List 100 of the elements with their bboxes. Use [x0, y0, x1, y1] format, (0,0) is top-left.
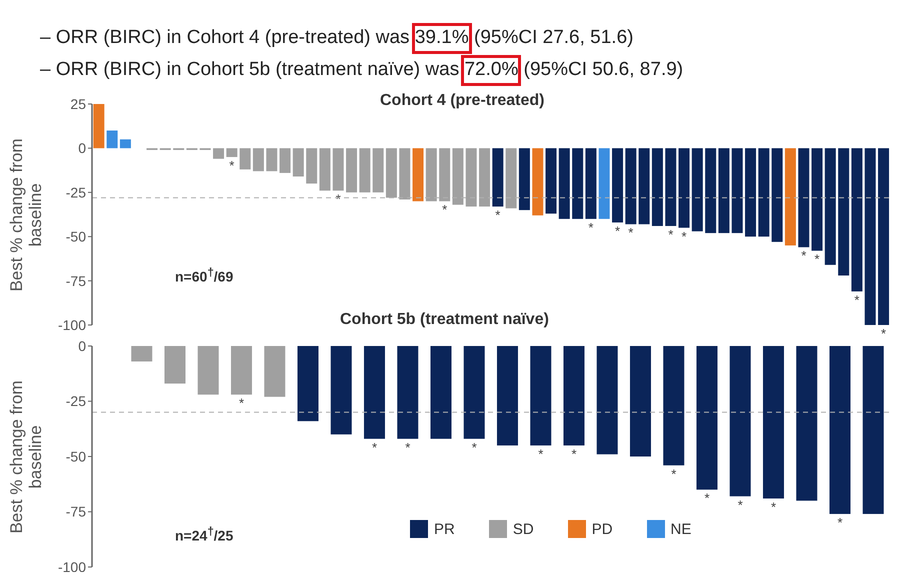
bar: [812, 148, 823, 251]
bar: [772, 148, 783, 242]
bar: [732, 148, 743, 234]
bar: [359, 148, 370, 192]
y-tick-label: -50: [66, 228, 86, 245]
legend-label: PD: [590, 520, 613, 538]
bar: [426, 148, 437, 202]
y-tick-label: -25: [66, 184, 86, 200]
text: *: [770, 499, 776, 514]
text: *: [538, 446, 544, 462]
y-tick-label: 25: [70, 96, 86, 112]
bar: [240, 148, 251, 170]
text: *: [571, 446, 577, 462]
bar: [745, 148, 756, 237]
bar: [252, 148, 264, 172]
legend-label: PR: [433, 520, 455, 538]
bar: [864, 148, 876, 325]
legend-label: SD: [512, 520, 534, 538]
bar: [638, 148, 650, 224]
bar: [226, 148, 238, 158]
y-axis-title: Best % change from baseline: [7, 378, 45, 536]
legend-label: NE: [670, 520, 692, 538]
annotation: n=24$^{†}$/25: [175, 525, 234, 544]
bar: [452, 148, 464, 205]
bar: [532, 148, 544, 216]
text: *: [405, 440, 410, 455]
data-label: *: [229, 158, 234, 174]
bar: [558, 148, 570, 219]
y-tick-label: -75: [66, 504, 86, 520]
bar: [439, 148, 450, 202]
bar: [585, 148, 596, 219]
bar: [319, 148, 330, 191]
bar: [824, 148, 836, 265]
data-label: *: [668, 226, 674, 242]
data-label: *: [854, 292, 860, 308]
text: – ORR (BIRC) in Cohort 5b (treatment naïve) was 72.0% (95%CI 50.6, 87.9): [40, 59, 684, 80]
text: – ORR (BIRC) in Cohort 4 (pre-treated) was 39.1% (95%CI 27.6, 51.6): [40, 27, 634, 48]
text: *: [472, 440, 477, 455]
y-tick-label: -100: [58, 558, 86, 575]
bar: [399, 148, 410, 200]
y-tick-label: -100: [58, 316, 86, 333]
text: *: [671, 466, 676, 482]
y-tick-label: 0: [78, 140, 86, 156]
bar: [518, 148, 530, 210]
bar: [718, 148, 730, 234]
data-label: *: [588, 220, 594, 235]
bar: [332, 148, 344, 191]
bar: [665, 148, 676, 226]
y-axis-title: Best % change from baseline: [7, 136, 45, 294]
annotation: n=60$^{†}$/69: [175, 266, 234, 285]
bar: [306, 148, 318, 184]
bar: [758, 148, 770, 237]
bar: [838, 148, 850, 276]
bar: [120, 139, 131, 148]
bar: [784, 148, 796, 246]
bar: [652, 148, 663, 226]
text: *: [704, 490, 710, 506]
bar: [466, 148, 477, 207]
y-tick-label: -25: [66, 393, 86, 410]
bar: [292, 148, 304, 176]
chart-title: Cohort 4 (pre-treated): [380, 92, 544, 110]
data-label: *: [881, 326, 886, 341]
bar: [266, 148, 278, 172]
y-tick-label: -50: [66, 448, 86, 464]
bar: [280, 148, 291, 173]
bar: [506, 148, 517, 208]
bar: [106, 130, 118, 148]
data-label: *: [628, 225, 634, 240]
bar: [93, 104, 104, 148]
data-label: *: [814, 252, 820, 267]
data-label: *: [615, 223, 620, 238]
data-label: *: [442, 202, 448, 218]
bar: [878, 148, 890, 325]
chart-title: Cohort 5b (treatment naïve): [340, 311, 549, 329]
bar: [705, 148, 716, 234]
bar: [692, 148, 703, 232]
bar: [546, 148, 557, 214]
text: *: [738, 497, 743, 512]
data-label: *: [801, 248, 806, 264]
bar: [346, 148, 358, 192]
bar: [851, 148, 862, 292]
data-label: *: [495, 208, 500, 223]
text: *: [837, 514, 843, 530]
bar: [798, 148, 810, 248]
bar: [678, 148, 690, 228]
bar: [386, 148, 397, 198]
bar: [625, 148, 636, 224]
text: *: [372, 440, 378, 455]
bar: [598, 148, 610, 219]
bar: [372, 148, 384, 192]
y-tick-label: -75: [66, 272, 86, 289]
bar: [213, 148, 224, 159]
data-label: *: [682, 228, 687, 244]
y-tick-label: 0: [78, 338, 86, 354]
bar: [612, 148, 624, 222]
bar: [412, 148, 424, 202]
bar: [492, 148, 504, 207]
text: *: [238, 396, 244, 411]
bar: [572, 148, 584, 219]
bar: [479, 148, 490, 207]
